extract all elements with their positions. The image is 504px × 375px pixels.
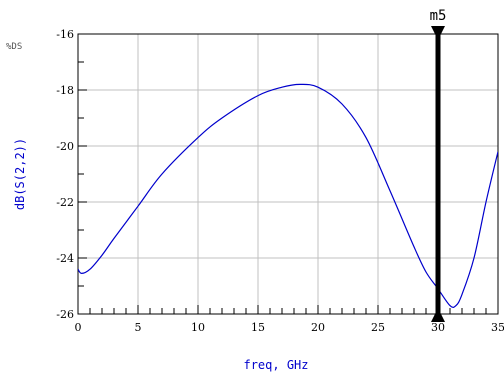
marker-top-triangle — [431, 26, 445, 40]
y-tick-label: -22 — [56, 196, 74, 209]
y-tick-label: -20 — [56, 140, 74, 153]
x-tick-label: 30 — [431, 321, 445, 334]
corner-label: %DS — [6, 42, 22, 52]
series-layer — [78, 83, 498, 308]
marker-bottom-triangle — [431, 308, 445, 322]
x-tick-label: 5 — [135, 321, 142, 334]
y-tick-label: -16 — [56, 28, 74, 41]
plot-frame — [77, 33, 499, 315]
y-tick-label: -24 — [56, 252, 74, 265]
y-tick-label: -18 — [56, 84, 74, 97]
x-axis-title: freq, GHz — [243, 358, 308, 372]
y-axis-title: dB(S(2,2)) — [13, 138, 27, 210]
x-tick-label: 25 — [371, 321, 385, 334]
y-tick-label: -26 — [56, 308, 74, 321]
grid — [78, 34, 498, 314]
x-tick-label: 35 — [491, 321, 504, 334]
x-tick-label: 10 — [191, 321, 205, 334]
marker-label: m5 — [430, 8, 447, 24]
x-tick-label: 15 — [251, 321, 265, 334]
x-tick-label: 20 — [311, 321, 325, 334]
x-axis: 0 5 10 15 20 25 30 35 — [75, 305, 504, 334]
marker-layer: m5 — [430, 8, 447, 322]
y-axis: -26 -24 -22 -20 -18 -16 — [56, 28, 87, 321]
x-tick-label: 0 — [75, 321, 82, 334]
series-line — [78, 83, 498, 308]
minor-ticks — [78, 61, 487, 314]
